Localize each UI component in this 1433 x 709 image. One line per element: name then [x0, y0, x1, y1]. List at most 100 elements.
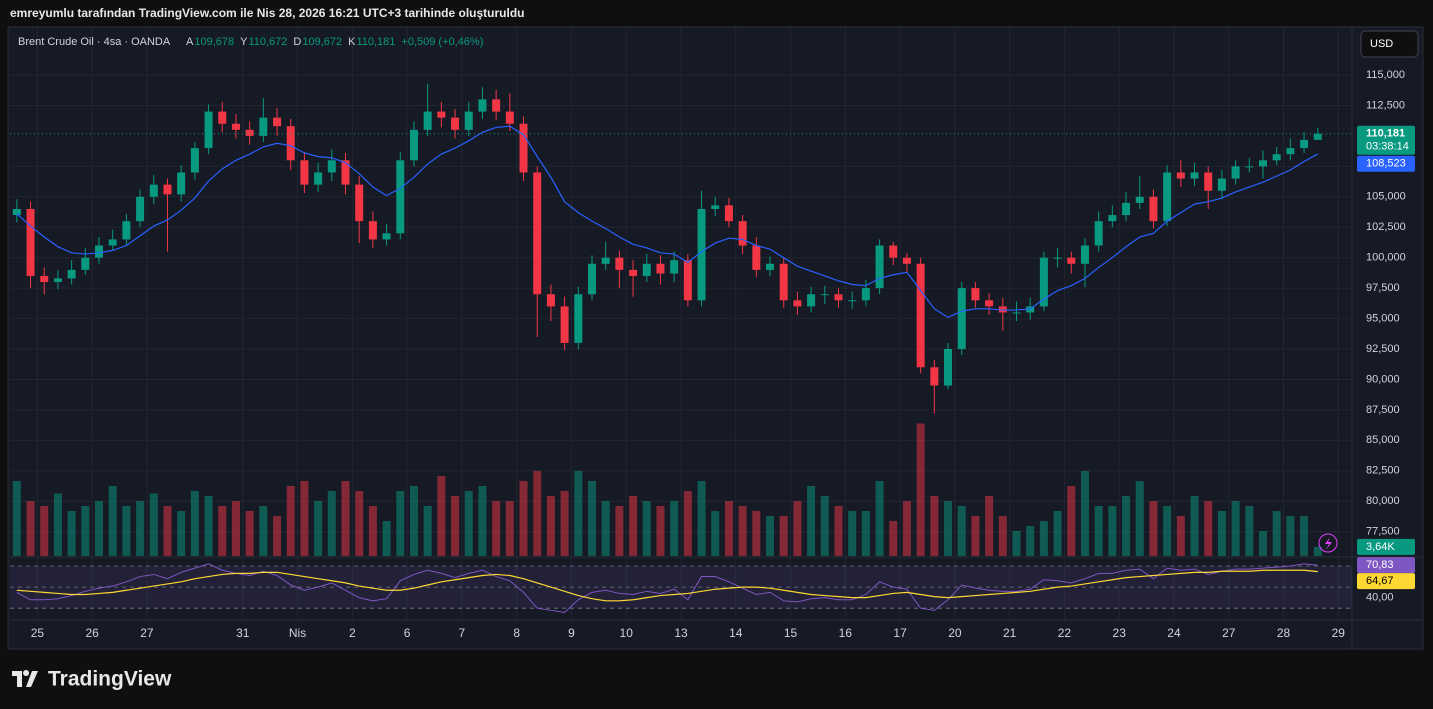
logo-mark — [12, 670, 38, 687]
x-tick-label: 9 — [568, 626, 575, 640]
volume-bar — [1300, 516, 1309, 556]
volume-bar — [670, 501, 679, 556]
candle-body — [820, 294, 829, 296]
candle-body — [601, 257, 610, 264]
volume-bar — [587, 481, 596, 556]
ma-label: 108,523 — [1366, 158, 1406, 170]
volume-bar — [53, 493, 62, 556]
candle-body — [327, 160, 336, 173]
candle-body — [409, 129, 418, 161]
y-tick-label: 80,000 — [1366, 495, 1400, 507]
candle-body — [1122, 202, 1131, 216]
volume-bar — [1039, 521, 1048, 556]
candle-body — [190, 148, 199, 173]
volume-bar — [108, 486, 117, 556]
currency[interactable]: USD — [1370, 38, 1393, 50]
legend-key: A — [186, 36, 194, 48]
volume-bar — [1231, 501, 1240, 556]
volume-bar — [300, 481, 309, 556]
volume-bar — [341, 481, 350, 556]
candle-body — [711, 205, 720, 209]
volume-bar — [1190, 496, 1199, 556]
candle-body — [560, 306, 569, 343]
timer: 03:38:14 — [1366, 141, 1409, 153]
x-tick-label: 7 — [459, 626, 466, 640]
x-tick-label: 16 — [839, 626, 853, 640]
candle-body — [793, 300, 802, 307]
rsi-ma-label: 64,67 — [1366, 575, 1394, 587]
candle-body — [848, 300, 857, 302]
rsi-ma-line — [16, 569, 1318, 602]
candle-body — [533, 172, 542, 295]
candle-body — [53, 278, 62, 283]
alert-icon[interactable] — [1318, 533, 1338, 553]
volume-bar — [190, 491, 199, 556]
rsi-label: 70,83 — [1366, 559, 1394, 571]
candle-body — [670, 260, 679, 274]
candle-body — [1231, 166, 1240, 179]
candle-body — [437, 111, 446, 118]
x-tick-label: 27 — [140, 626, 154, 640]
logo: TradingView — [12, 668, 172, 691]
y-tick-label: 100,000 — [1366, 252, 1406, 264]
volume-bar — [752, 511, 761, 556]
volume-bar — [95, 501, 104, 556]
candle-body — [382, 233, 391, 240]
candle-body — [1053, 257, 1062, 259]
volume-bar — [601, 501, 610, 556]
candle-body — [451, 117, 460, 130]
candle-body — [464, 111, 473, 130]
candle-body — [1176, 172, 1185, 179]
candle-body — [998, 306, 1007, 313]
x-tick-label: 29 — [1332, 626, 1346, 640]
candle-body — [204, 111, 213, 149]
legend-key: D — [293, 36, 301, 48]
candle-body — [478, 99, 487, 112]
volume-bar — [998, 516, 1007, 556]
x-tick-label: 28 — [1277, 626, 1291, 640]
volume-bar — [1313, 546, 1322, 556]
candle-body — [492, 99, 501, 112]
volume-bar — [834, 506, 843, 556]
volume-bar — [327, 491, 336, 556]
x-tick-label: 24 — [1167, 626, 1181, 640]
volume-bar — [615, 506, 624, 556]
x-tick-label: 22 — [1058, 626, 1072, 640]
candle-body — [136, 196, 145, 222]
candle-body — [1272, 154, 1281, 161]
volume-bar — [122, 506, 131, 556]
header: emreyumlu tarafından TradingView.com ile… — [10, 6, 525, 20]
candle-body — [1286, 148, 1295, 155]
volume-bar — [971, 516, 980, 556]
legend-change: +0,509 (+0,46%) — [401, 36, 483, 48]
x-tick-label: 27 — [1222, 626, 1236, 640]
last-price-label: 110,181 — [1366, 128, 1405, 140]
candle-body — [423, 111, 432, 130]
volume-bar — [505, 501, 514, 556]
volume-bar — [889, 521, 898, 556]
candle-body — [95, 245, 104, 258]
legend-value: 110,672 — [248, 36, 287, 48]
candle-body — [1108, 215, 1117, 222]
candle-body — [122, 221, 131, 240]
volume-bar — [163, 506, 172, 556]
volume-bar — [67, 511, 76, 556]
candle-body — [286, 126, 295, 161]
candle-body — [752, 245, 761, 270]
volume-bar — [738, 506, 747, 556]
currency-button[interactable] — [1360, 30, 1419, 58]
candle-body — [1026, 306, 1035, 313]
x-tick-label: 6 — [404, 626, 411, 640]
candle-body — [629, 269, 638, 276]
x-tick-label: 15 — [784, 626, 798, 640]
volume-bar — [314, 501, 323, 556]
candle-body — [81, 257, 90, 270]
volume-bar — [793, 501, 802, 556]
candle-body — [1012, 312, 1021, 314]
candle-body — [971, 288, 980, 301]
x-tick-label: 13 — [674, 626, 688, 640]
volume-bar — [902, 501, 911, 556]
candle-body — [505, 111, 514, 124]
rsi-line — [16, 563, 1318, 613]
candle-body — [889, 245, 898, 258]
